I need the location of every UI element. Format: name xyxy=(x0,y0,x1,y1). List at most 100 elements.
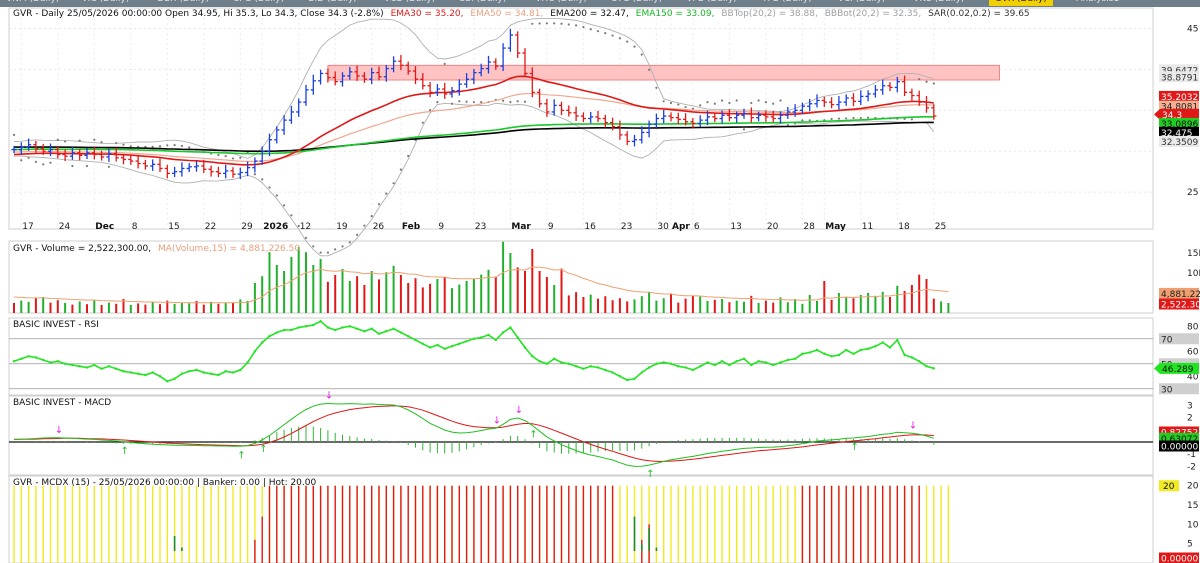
sar-dot xyxy=(728,101,731,105)
close-value-tag: 34.3 xyxy=(1154,108,1199,121)
rsi-point xyxy=(297,326,300,329)
close-value-tag-box xyxy=(1154,108,1199,120)
macd-sell-arrow: ↓ xyxy=(325,391,333,402)
rsi-point xyxy=(450,345,454,348)
symbol-tab[interactable]: Analysis1 xyxy=(1076,0,1119,6)
rsi-point xyxy=(56,360,59,363)
sar-dot xyxy=(516,100,519,103)
price-bar xyxy=(843,94,849,106)
date-tick-label: 16 xyxy=(584,222,596,232)
price-bar xyxy=(252,157,258,173)
stock-chart: ↑ ↑↑↑↑↑↓↓↓↓↓ 17 24 Dec 8 15 22 29 2026 12 19 26 Feb 9… xyxy=(8,7,1200,563)
price-bar xyxy=(259,146,265,165)
rsi-point xyxy=(224,370,227,373)
rsi-point xyxy=(12,360,16,363)
sar-dot xyxy=(224,155,227,158)
rsi-70-tag: 70 xyxy=(1159,333,1199,345)
date-tick-label: Feb xyxy=(402,222,421,232)
price-bar xyxy=(777,111,784,124)
sar-dot xyxy=(429,108,432,112)
price-bar xyxy=(602,114,608,128)
price-bar xyxy=(18,142,24,155)
symbol-tab[interactable]: VNM (Daily) xyxy=(6,0,59,6)
rsi-value-tag: 46.289 xyxy=(1154,362,1199,375)
macd-signal-line xyxy=(13,405,934,462)
sar-dot xyxy=(589,28,592,31)
rsi-point xyxy=(377,332,381,335)
sar-dot xyxy=(735,99,738,102)
ema150-value-tag-box xyxy=(1159,117,1199,129)
price-bar xyxy=(821,96,827,108)
mcdx-zero-tag: 0.00000 xyxy=(1159,552,1199,563)
symbol-tab[interactable]: SSI (Daily) xyxy=(460,0,507,6)
symbol-tab[interactable]: VCB (Daily) xyxy=(384,0,435,6)
rsi-point xyxy=(589,365,592,368)
sar-dot xyxy=(392,182,395,185)
sar-dot xyxy=(699,104,702,107)
mcdx-zero-tag-box xyxy=(1159,552,1199,563)
symbol-tab[interactable]: VHC (Daily) xyxy=(535,0,587,6)
rsi-point xyxy=(261,341,264,344)
price-bar xyxy=(894,76,900,93)
symbol-tab[interactable]: DBX (Daily) xyxy=(157,0,209,6)
symbol-tab[interactable]: TPB (Daily) xyxy=(762,0,812,6)
volume-ma-value-tag-text: 4,881.22 xyxy=(1161,290,1200,300)
sar-dot xyxy=(290,214,293,217)
mcdx-panel-title: GVR - MCDX (15) - 25/05/2026 00:00:00 | … xyxy=(13,478,316,488)
rsi-point xyxy=(837,353,841,357)
rsi-point xyxy=(720,360,724,363)
symbol-tab[interactable]: VIC (Daily) xyxy=(82,0,130,6)
sar-dot xyxy=(180,144,183,148)
price-bar xyxy=(668,112,674,122)
price-bar xyxy=(40,143,46,155)
date-tick-label: 17 xyxy=(22,222,33,232)
symbol-tab[interactable]: VPB (Daily) xyxy=(686,0,736,6)
symbol-tab[interactable]: CPG (Daily) xyxy=(233,0,284,6)
rsi-point xyxy=(531,355,534,358)
rsi-point xyxy=(735,360,738,363)
rsi-30-tag-text: 30 xyxy=(1161,385,1173,395)
price-bar xyxy=(865,90,871,102)
sar-dot xyxy=(34,160,38,163)
volume-axis-label: 15M xyxy=(1187,249,1200,259)
price-bar xyxy=(150,159,156,171)
sar-dot xyxy=(662,100,665,103)
rsi-point xyxy=(815,348,819,352)
date-tick-label: 18 xyxy=(898,222,910,232)
sar-dot xyxy=(356,233,359,236)
sar-dot xyxy=(151,145,154,148)
rsi-point xyxy=(407,335,410,338)
sar-dot xyxy=(64,140,67,143)
macd-value-tag: 0.63072 xyxy=(1159,432,1199,445)
sar-dot xyxy=(786,123,789,127)
rsi-point xyxy=(574,365,578,368)
symbol-tab[interactable]: CTG (Daily) xyxy=(611,0,662,6)
rsi-point xyxy=(209,372,213,375)
rsi-point xyxy=(341,326,344,329)
sar-dot xyxy=(450,102,454,105)
bbbot-value-tag-text: 32.3509 xyxy=(1161,138,1198,148)
rsi-panel-title: BASIC INVEST - RSI xyxy=(13,320,99,330)
symbol-tab[interactable]: GVR (Daily) xyxy=(988,0,1053,6)
price-bar xyxy=(734,111,740,123)
rsi-point xyxy=(151,371,154,374)
price-bar xyxy=(383,64,389,82)
rsi-point xyxy=(647,366,651,369)
price-axis-label: 45 xyxy=(1187,24,1198,34)
symbol-tab[interactable]: VCI (Daily) xyxy=(838,0,886,6)
symbol-tab[interactable]: BID (Daily) xyxy=(308,0,356,6)
price-bar xyxy=(558,101,565,116)
rsi-point xyxy=(202,371,205,374)
symbol-tab[interactable]: VNS (Daily) xyxy=(913,0,964,6)
rsi-70-tag-text: 70 xyxy=(1161,335,1173,345)
price-bar xyxy=(858,90,864,105)
date-tick-label: 24 xyxy=(59,222,71,232)
sar-dot xyxy=(385,192,388,195)
price-bar xyxy=(99,150,105,161)
price-bar xyxy=(237,167,243,180)
sar-dot xyxy=(436,101,439,104)
sar-dot xyxy=(217,153,220,157)
rsi-point xyxy=(355,327,359,330)
sar-dot xyxy=(538,22,541,25)
rsi-point xyxy=(713,363,716,367)
